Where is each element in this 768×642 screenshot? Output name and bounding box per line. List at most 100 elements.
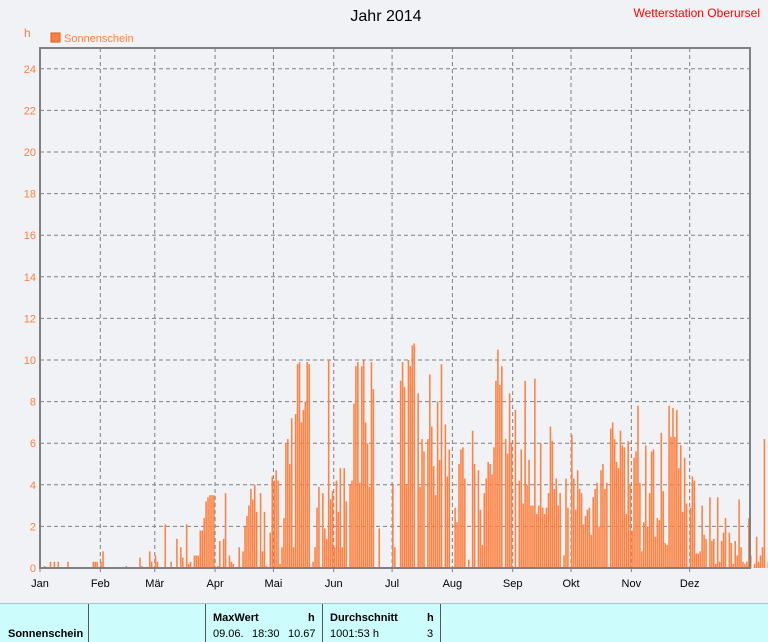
sunshine-bar [515,410,517,568]
sunshine-bar [275,470,277,568]
footer-avg-cell: Durchschnitt h 1001:53 h 3 [323,604,441,642]
sunshine-bar [246,516,248,568]
sunshine-bar [758,562,760,568]
sunshine-bar [532,506,534,568]
sunshine-bar [676,410,678,568]
x-tick-label: Jun [325,578,343,590]
sunshine-bar [301,422,303,568]
x-tick-label: Mai [265,578,283,590]
sunshine-bar [624,447,626,568]
sunshine-bar [207,497,209,568]
sunshine-bar [357,362,359,568]
sunshine-bar [725,518,727,568]
sunshine-bar [295,414,297,568]
sunshine-bar [491,474,493,568]
x-tick-label: Nov [622,578,642,590]
sunshine-bar [238,547,240,568]
sunshine-bar [336,481,338,568]
sunshine-bar [229,556,231,568]
sunshine-bar [713,539,715,568]
sunshine-bar [182,558,184,568]
sunshine-bar [655,537,657,568]
sunshine-bar [149,551,151,568]
y-tick-label: 8 [30,397,36,409]
sunshine-bar [567,508,569,568]
sunshine-bar [322,493,324,568]
sunshine-bar [524,381,526,568]
sunshine-bar [489,464,491,568]
sunshine-bar [468,560,470,568]
x-tick-label: Jan [31,578,49,590]
legend-swatch [51,33,60,42]
sunshine-bar [662,491,664,568]
sunshine-bar [554,489,556,568]
sunshine-bar [633,458,635,568]
sunshine-bar [478,470,480,568]
sunshine-bar [408,360,410,568]
sunshine-bar [559,493,561,568]
sunshine-bar [334,547,336,568]
sunshine-bar [571,435,573,568]
sunshine-bar [256,512,258,568]
sunshine-bar [592,497,594,568]
sunshine-bar [587,510,589,568]
sunshine-bar [505,439,507,568]
sunshine-bar [690,508,692,568]
sunshine-bar [198,556,200,568]
max-time: 18:30 [252,628,280,640]
sunshine-bar [402,362,404,568]
footer-blank-cell [89,604,206,642]
sunshine-bar [540,443,542,568]
sunshine-bar [661,433,663,568]
sunshine-bar [458,464,460,568]
sunshine-bar [353,404,355,568]
sunshine-bar [283,518,285,568]
sunshine-bar [139,558,141,568]
sunshine-bar [435,495,437,568]
sunshine-bar [328,360,330,568]
sunshine-bar [641,551,643,568]
sunshine-bar [668,406,670,568]
sunshine-bar [454,508,456,568]
sunshine-bar [738,499,740,568]
sunshine-bar [754,564,756,568]
sunshine-bar [404,387,406,568]
x-tick-label: Feb [91,578,110,590]
sunshine-bar [423,452,425,568]
sunshine-bar [643,522,645,568]
sunshine-bar [392,485,394,568]
sunshine-bar [511,443,513,568]
sunshine-bar [303,410,305,568]
sunshine-bar [682,512,684,568]
sunshine-bar [604,489,606,568]
sunshine-bar [544,514,546,568]
avg-count: 3 [427,628,433,640]
sunshine-bar [441,364,443,568]
sunshine-bar [299,362,301,568]
sunshine-bar [647,526,649,568]
sunshine-bar [678,468,680,568]
sunshine-bar [734,541,736,568]
sunshine-bar [332,491,334,568]
sunshine-bar [281,547,283,568]
sunshine-bar [731,543,733,568]
sunshine-bar [555,479,557,568]
sunshine-bar [499,385,501,568]
x-tick-label: Apr [207,578,224,590]
footer-max-cell: MaxWert h 09.06. 18:30 10.67 [206,604,323,642]
sunshine-bar [620,431,622,568]
sunshine-bar [639,483,641,568]
y-tick-label: 14 [24,272,36,284]
sunshine-bar [345,501,347,568]
plot-area [40,48,750,568]
sunshine-bar [371,362,373,568]
sunshine-bar [616,462,618,568]
sunshine-bar [200,531,202,568]
sunshine-bar [612,422,614,568]
sunshine-bar [548,493,550,568]
y-tick-label: 0 [30,563,36,575]
sunshine-bar [618,468,620,568]
sunshine-bar [480,510,482,568]
sunshine-bar [244,526,246,568]
